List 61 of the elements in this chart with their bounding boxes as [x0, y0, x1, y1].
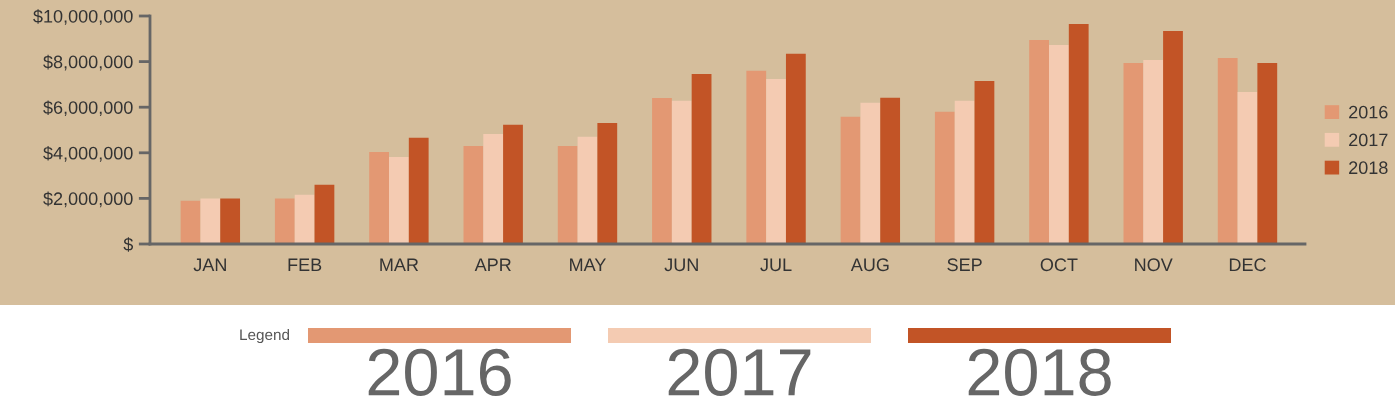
- x-tick-label: JUL: [760, 258, 792, 272]
- bar: [1029, 39, 1050, 244]
- x-tick-label: MAY: [570, 258, 606, 271]
- text: 2016: [368, 348, 511, 396]
- legend-label: 2016: [1349, 105, 1388, 119]
- bar: [934, 111, 955, 244]
- text: 2017: [668, 348, 811, 396]
- bar: [1217, 57, 1238, 244]
- bar: [557, 145, 578, 244]
- x-tick-label: SEP: [947, 258, 982, 272]
- legend-label: 2018: [1349, 161, 1388, 175]
- text: 2018: [968, 348, 1111, 396]
- bar: [746, 70, 767, 244]
- bar: [652, 98, 672, 244]
- y-tick-label: $2,000,000: [43, 191, 133, 208]
- bar: [785, 53, 806, 244]
- bar: [1123, 62, 1144, 244]
- bar: [274, 198, 295, 244]
- bar: [597, 122, 618, 244]
- y-tick-label: $8,000,000: [43, 54, 133, 71]
- bar: [389, 156, 409, 244]
- bar: [463, 145, 484, 244]
- x-tick-label: NOV: [1135, 258, 1173, 272]
- bar: [200, 198, 221, 244]
- bar: [294, 194, 315, 244]
- bar: [766, 78, 786, 244]
- x-tick-label: DEC: [1229, 258, 1266, 272]
- x-tick-label: JAN: [193, 258, 226, 272]
- bar: [860, 102, 881, 244]
- bar: [220, 198, 241, 244]
- bar: [1049, 44, 1069, 244]
- x-tick-label: OCT: [1040, 258, 1078, 272]
- bar: [503, 124, 523, 244]
- bar: [369, 151, 390, 244]
- x-tick-label: MAR: [380, 258, 419, 271]
- bar: [1237, 91, 1258, 244]
- bar: [880, 97, 901, 244]
- y-tick-label: $: [123, 237, 134, 252]
- x-tick-label: JUN: [664, 258, 698, 272]
- x-tick-label: FEB: [288, 258, 322, 271]
- bar: [840, 116, 861, 244]
- bar: [954, 100, 975, 244]
- legend-label: 2017: [1349, 133, 1388, 147]
- bar: [1163, 31, 1183, 244]
- y-tick-label: $10,000,000: [33, 9, 133, 25]
- x-tick-label: AUG: [850, 258, 889, 272]
- y-tick-label: $4,000,000: [43, 145, 133, 162]
- bar: [408, 137, 429, 244]
- bar: [1143, 60, 1164, 244]
- legend-title: Legend: [240, 328, 290, 344]
- y-tick-label: $6,000,000: [43, 100, 133, 117]
- bar: [577, 136, 598, 244]
- bar: [314, 184, 335, 244]
- x-tick-label: APR: [474, 258, 511, 271]
- bar: [1068, 23, 1089, 244]
- bar: [691, 73, 712, 244]
- bar: [1257, 62, 1278, 244]
- bar: [483, 133, 504, 244]
- bar: [180, 200, 201, 244]
- bar: [974, 80, 995, 244]
- bar: [671, 100, 692, 244]
